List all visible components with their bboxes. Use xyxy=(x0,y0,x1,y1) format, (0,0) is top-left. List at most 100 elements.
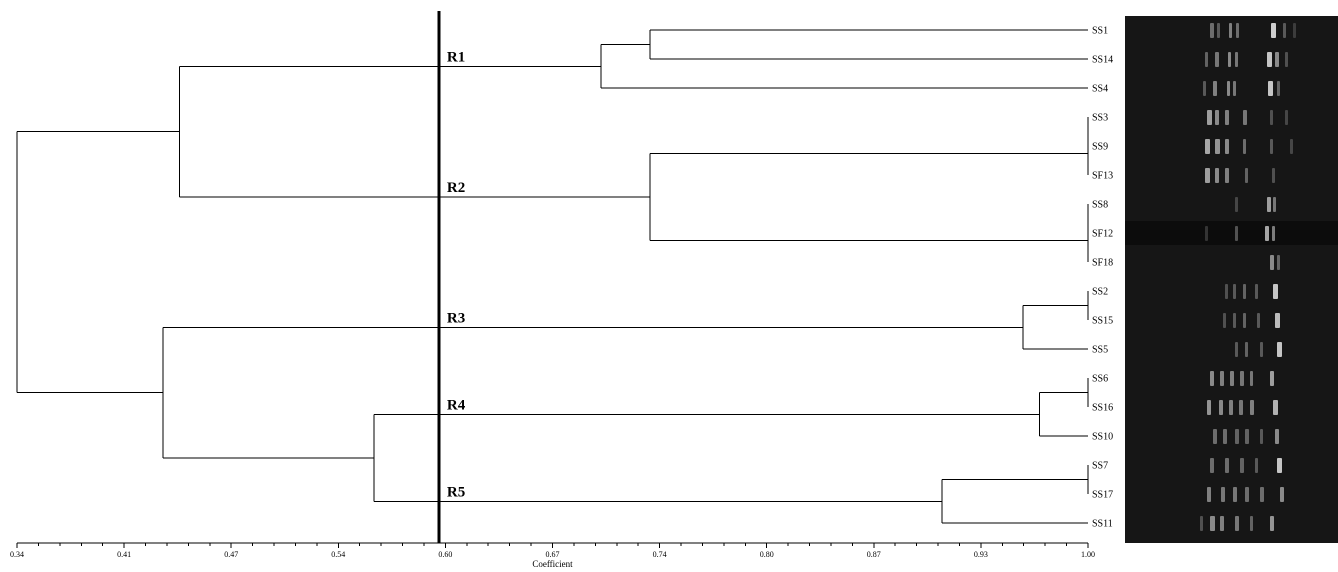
gel-band xyxy=(1257,313,1260,328)
leaf-label: SS14 xyxy=(1092,55,1113,66)
gel-band xyxy=(1285,52,1288,67)
gel-band xyxy=(1277,342,1282,357)
axis-tick-label: 0.93 xyxy=(974,550,988,559)
gel-band xyxy=(1235,226,1238,241)
gel-band xyxy=(1280,487,1284,502)
axis-tick-label: 0.80 xyxy=(760,550,774,559)
gel-band xyxy=(1245,487,1249,502)
leaf-label: SF18 xyxy=(1092,258,1113,269)
gel-band xyxy=(1221,487,1225,502)
gel-band xyxy=(1235,429,1239,444)
gel-lane xyxy=(1125,482,1338,506)
gel-lane xyxy=(1125,163,1338,187)
axis-tick-label: 0.60 xyxy=(438,550,452,559)
leaf-label: SF12 xyxy=(1092,229,1113,240)
gel-band xyxy=(1228,52,1231,67)
gel-band xyxy=(1205,52,1208,67)
gel-band xyxy=(1272,226,1275,241)
gel-band xyxy=(1225,139,1229,154)
gel-band xyxy=(1250,371,1253,386)
gel-band xyxy=(1227,81,1230,96)
gel-band xyxy=(1220,516,1224,531)
gel-band xyxy=(1273,400,1278,415)
axis-tick-label: 0.67 xyxy=(546,550,560,559)
gel-band xyxy=(1210,516,1215,531)
gel-band xyxy=(1229,23,1232,38)
gel-lane xyxy=(1125,337,1338,361)
gel-band xyxy=(1205,226,1208,241)
leaf-label: SS16 xyxy=(1092,403,1113,414)
gel-band xyxy=(1205,168,1210,183)
gel-band xyxy=(1233,81,1236,96)
axis-tick-label: 0.41 xyxy=(117,550,131,559)
gel-band xyxy=(1219,400,1223,415)
gel-band xyxy=(1265,226,1269,241)
gel-image xyxy=(1125,16,1338,543)
gel-band xyxy=(1277,81,1280,96)
axis-title: Coefficient xyxy=(532,559,573,569)
leaf-label: SS5 xyxy=(1092,345,1108,356)
leaf-label: SS1 xyxy=(1092,26,1108,37)
gel-band xyxy=(1215,168,1219,183)
gel-lane xyxy=(1125,308,1338,332)
gel-band xyxy=(1210,371,1214,386)
gel-band xyxy=(1255,284,1258,299)
gel-band xyxy=(1236,23,1239,38)
axis-tick-label: 0.54 xyxy=(331,550,345,559)
gel-band xyxy=(1240,458,1244,473)
gel-band xyxy=(1245,429,1249,444)
gel-lane xyxy=(1125,76,1338,100)
gel-band xyxy=(1220,371,1224,386)
gel-lane xyxy=(1125,366,1338,390)
gel-band xyxy=(1235,197,1238,212)
gel-band xyxy=(1255,458,1258,473)
dendrogram-branches xyxy=(16,29,1089,524)
gel-band xyxy=(1235,342,1238,357)
gel-band xyxy=(1217,23,1220,38)
gel-band xyxy=(1230,371,1234,386)
gel-band xyxy=(1215,110,1219,125)
gel-band xyxy=(1275,313,1280,328)
leaf-label: SF13 xyxy=(1092,171,1113,182)
gel-band xyxy=(1203,81,1206,96)
leaf-label: SS3 xyxy=(1092,113,1108,124)
leaf-label: SS17 xyxy=(1092,490,1113,501)
gel-band xyxy=(1285,110,1288,125)
axis-tick-label: 1.00 xyxy=(1081,550,1095,559)
leaf-label: SS7 xyxy=(1092,461,1108,472)
gel-band xyxy=(1215,139,1220,154)
gel-band xyxy=(1250,516,1253,531)
gel-band xyxy=(1277,458,1282,473)
leaf-labels: SS1 SS14 SS4 SS3 SS9 SF13 SS8 SF12 SF18 SS2 SS15 SS… xyxy=(1092,26,1113,530)
gel-lane xyxy=(1125,221,1338,245)
gel-band xyxy=(1245,342,1248,357)
dendrogram-svg: SS1 SS14 SS4 SS3 SS9 SF13 SS8 SF12 SF18 SS2 SS15 SS… xyxy=(10,11,1113,569)
leaf-label: SS15 xyxy=(1092,316,1113,327)
gel-band xyxy=(1240,371,1244,386)
gel-band xyxy=(1243,139,1246,154)
gel-band xyxy=(1213,81,1217,96)
gel-band xyxy=(1205,139,1210,154)
gel-band xyxy=(1267,197,1271,212)
gel-band xyxy=(1245,168,1248,183)
leaf-label: SS8 xyxy=(1092,200,1108,211)
gel-band xyxy=(1229,400,1233,415)
gel-lane xyxy=(1125,395,1338,419)
gel-band xyxy=(1273,197,1276,212)
leaf-label: SS11 xyxy=(1092,519,1113,530)
gel-band xyxy=(1223,429,1227,444)
gel-band xyxy=(1275,429,1279,444)
gel-band xyxy=(1233,487,1237,502)
axis-tick-label: 0.87 xyxy=(867,550,881,559)
gel-lane xyxy=(1125,424,1338,448)
gel-band xyxy=(1283,23,1286,38)
gel-band xyxy=(1272,168,1275,183)
gel-band xyxy=(1213,429,1217,444)
gel-band xyxy=(1243,284,1246,299)
cluster-labels: R1 R2 R3 R4 R5 xyxy=(447,49,466,500)
gel-band xyxy=(1270,371,1274,386)
gel-band xyxy=(1250,400,1254,415)
axis-tick-label: 0.47 xyxy=(224,550,238,559)
axis-tick-label: 0.34 xyxy=(10,550,24,559)
